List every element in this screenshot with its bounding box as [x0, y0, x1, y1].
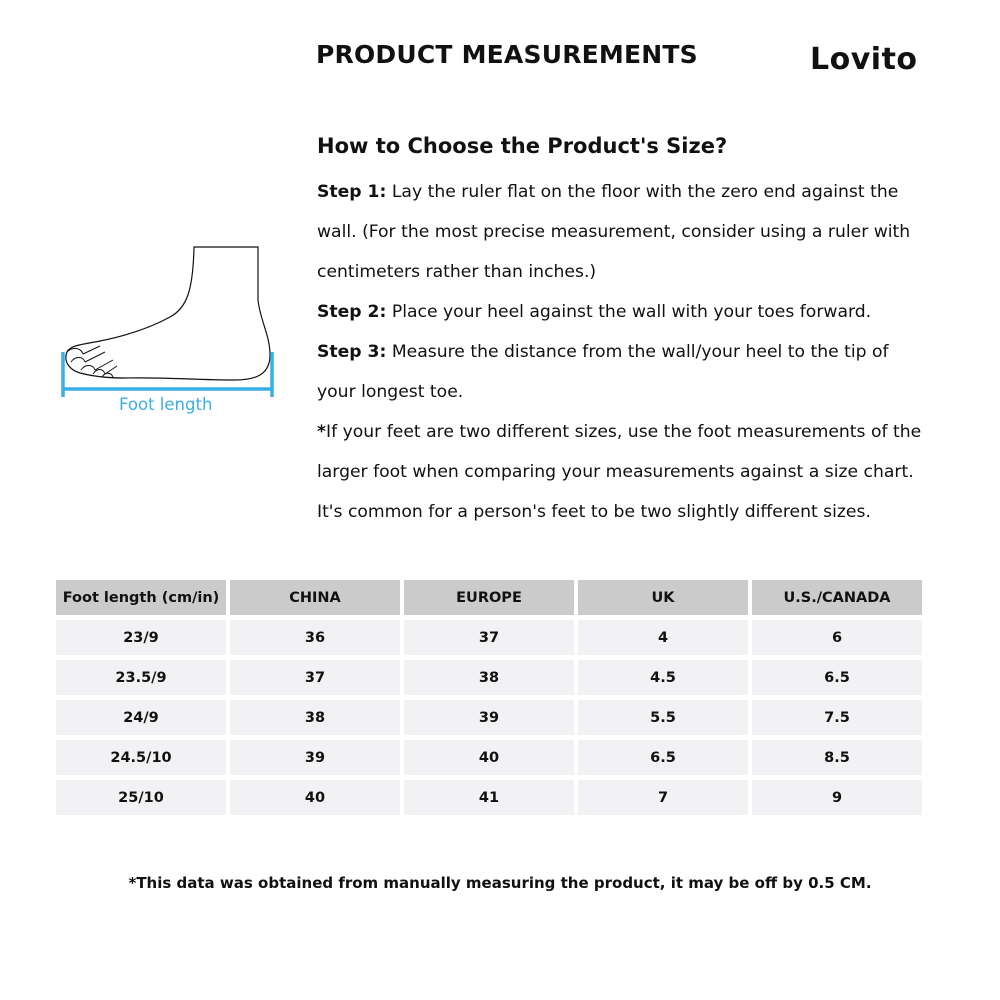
- table-cell: 24/9: [56, 700, 226, 735]
- step-1-line-3: centimeters rather than inches.): [317, 262, 597, 282]
- table-cell: 23.5/9: [56, 660, 226, 695]
- table-cell: 6: [752, 620, 922, 655]
- note-line-1: *If your feet are two different sizes, u…: [317, 412, 957, 452]
- step-3-line-1: Step 3: Measure the distance from the wa…: [317, 332, 957, 372]
- table-cell: 8.5: [752, 740, 922, 775]
- table-cell: 6.5: [578, 740, 748, 775]
- table-cell: 39: [404, 700, 574, 735]
- table-cell: 24.5/10: [56, 740, 226, 775]
- table-row: 24/9 38 39 5.5 7.5: [56, 700, 922, 735]
- table-row: 24.5/10 39 40 6.5 8.5: [56, 740, 922, 775]
- col-header: EUROPE: [404, 580, 574, 615]
- size-table: Foot length (cm/in) CHINA EUROPE UK U.S.…: [52, 575, 926, 820]
- table-cell: 40: [230, 780, 400, 815]
- table-row: 23.5/9 37 38 4.5 6.5: [56, 660, 922, 695]
- step-3-label: Step 3:: [317, 342, 387, 362]
- col-header: CHINA: [230, 580, 400, 615]
- note-star: *: [317, 422, 326, 442]
- table-cell: 36: [230, 620, 400, 655]
- col-header: U.S./CANADA: [752, 580, 922, 615]
- table-row: 25/10 40 41 7 9: [56, 780, 922, 815]
- foot-outline: [65, 246, 271, 381]
- brand-logo: Lovito: [810, 42, 918, 77]
- guide-steps: Step 1: Lay the ruler flat on the floor …: [317, 172, 957, 532]
- page-title: PRODUCT MEASUREMENTS: [316, 40, 698, 69]
- ruler-bracket-icon: [61, 352, 274, 397]
- table-cell: 6.5: [752, 660, 922, 695]
- table-cell: 38: [230, 700, 400, 735]
- step-1-line-1: Step 1: Lay the ruler flat on the floor …: [317, 172, 957, 212]
- note-line-2: larger foot when comparing your measurem…: [317, 462, 914, 482]
- col-header: Foot length (cm/in): [56, 580, 226, 615]
- step-1-line-2: wall. (For the most precise measurement,…: [317, 222, 911, 242]
- step-3-text: Measure the distance from the wall/your …: [386, 342, 889, 362]
- step-1-text: Lay the ruler flat on the floor with the…: [386, 182, 899, 202]
- toes-icon: [66, 345, 118, 378]
- table-cell: 7.5: [752, 700, 922, 735]
- table-cell: 39: [230, 740, 400, 775]
- step-2-label: Step 2:: [317, 302, 387, 322]
- foot-length-label: Foot length: [119, 395, 213, 414]
- table-cell: 38: [404, 660, 574, 695]
- note-text: If your feet are two different sizes, us…: [326, 422, 922, 442]
- table-cell: 4.5: [578, 660, 748, 695]
- step-2-line-1: Step 2: Place your heel against the wall…: [317, 292, 957, 332]
- table-cell: 7: [578, 780, 748, 815]
- table-cell: 5.5: [578, 700, 748, 735]
- guide-heading: How to Choose the Product's Size?: [317, 134, 728, 158]
- table-cell: 4: [578, 620, 748, 655]
- table-cell: 25/10: [56, 780, 226, 815]
- table-cell: 37: [404, 620, 574, 655]
- footer-note: *This data was obtained from manually me…: [128, 874, 872, 892]
- table-header-row: Foot length (cm/in) CHINA EUROPE UK U.S.…: [56, 580, 922, 615]
- note-line-3: It's common for a person's feet to be tw…: [317, 502, 871, 522]
- table-cell: 9: [752, 780, 922, 815]
- table-cell: 40: [404, 740, 574, 775]
- step-3-line-2: your longest toe.: [317, 382, 464, 402]
- step-2-text: Place your heel against the wall with yo…: [386, 302, 872, 322]
- table-row: 23/9 36 37 4 6: [56, 620, 922, 655]
- foot-illustration-icon: [61, 246, 274, 397]
- table-cell: 41: [404, 780, 574, 815]
- table-cell: 37: [230, 660, 400, 695]
- table-cell: 23/9: [56, 620, 226, 655]
- col-header: UK: [578, 580, 748, 615]
- step-1-label: Step 1:: [317, 182, 387, 202]
